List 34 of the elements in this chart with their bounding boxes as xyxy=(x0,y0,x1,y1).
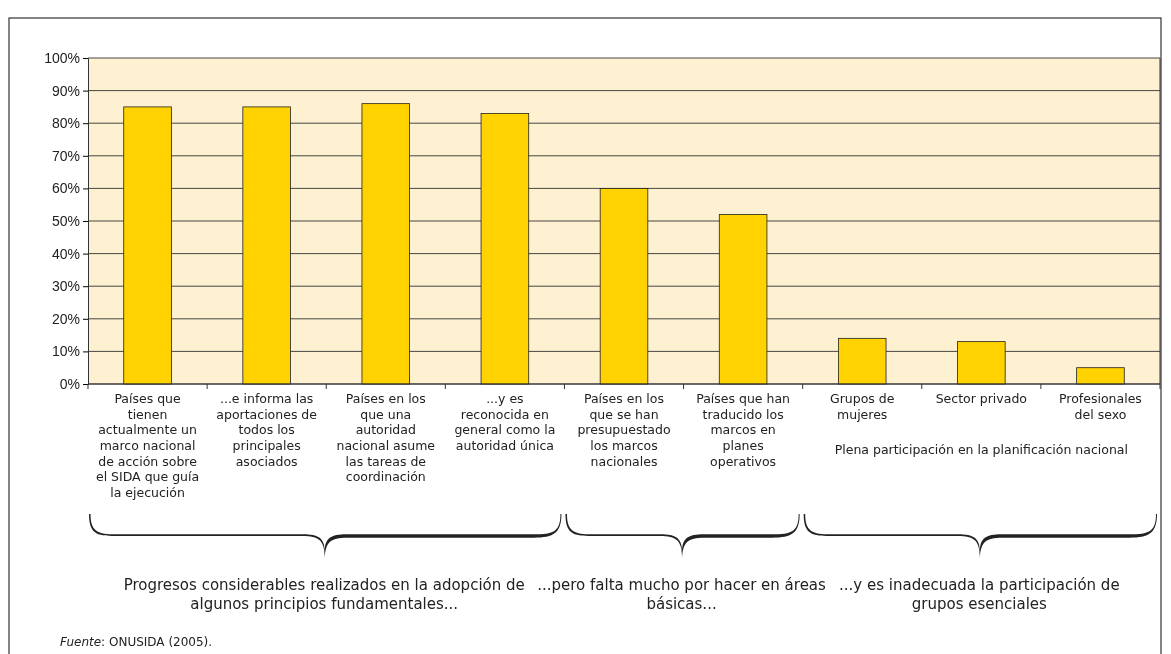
x-tick-label: Grupos de mujeres xyxy=(830,391,895,422)
bar xyxy=(1076,367,1125,385)
x-tick-label: Profesionales del sexo xyxy=(1059,391,1142,422)
text: ...y es inadecuada la participación de grupos esenciales xyxy=(839,576,1120,613)
y-tick-label: 80% xyxy=(51,115,80,132)
bar xyxy=(599,188,649,385)
y-tick-label: 30% xyxy=(51,278,80,295)
source-note: Fuente: ONUSIDA (2005). xyxy=(60,635,213,649)
y-tick-label: 60% xyxy=(51,180,80,197)
text: ...pero falta mucho por hacer en áreas básicas... xyxy=(537,576,827,613)
text: Progresos considerables realizados en la adopción de algunos principios fundamentales... xyxy=(123,576,525,613)
y-tick-label: 10% xyxy=(51,343,80,360)
y-tick-label: 40% xyxy=(51,245,80,262)
bar xyxy=(361,103,410,385)
x-tick-label: Países que tienen actualmente un marco nacional de acción sobre el SIDA que guía la ejecución xyxy=(95,391,200,500)
y-tick-label: 50% xyxy=(51,212,80,229)
bar xyxy=(838,337,887,385)
x-tick-label: Sector privado xyxy=(935,391,1028,406)
y-tick-label: 70% xyxy=(51,147,80,164)
y-tick-label: 0% xyxy=(59,375,80,392)
y-tick-label: 90% xyxy=(51,82,80,99)
bar xyxy=(123,106,172,385)
x-tick-label: Países en los que se han presupuestado los marcos nacionales xyxy=(577,391,671,469)
x-tick-label: ...y es reconocida en general como la autoridad única xyxy=(454,391,556,453)
bar xyxy=(957,341,1006,385)
y-tick-label: 100% xyxy=(44,49,80,66)
bar xyxy=(480,113,530,385)
y-tick-label: 20% xyxy=(51,310,80,327)
bar xyxy=(718,214,768,385)
x-tick-label: Países en los que una autoridad nacional asume las tareas de coordinación xyxy=(336,391,436,485)
text: Plena participación en la planificación nacional xyxy=(834,442,1128,457)
x-tick-label: Países que han traducido los marcos en planes operativos xyxy=(696,391,791,469)
bar xyxy=(242,106,291,385)
x-tick-label: ...e informa las aportaciones de todos los principales asociados xyxy=(216,391,318,469)
